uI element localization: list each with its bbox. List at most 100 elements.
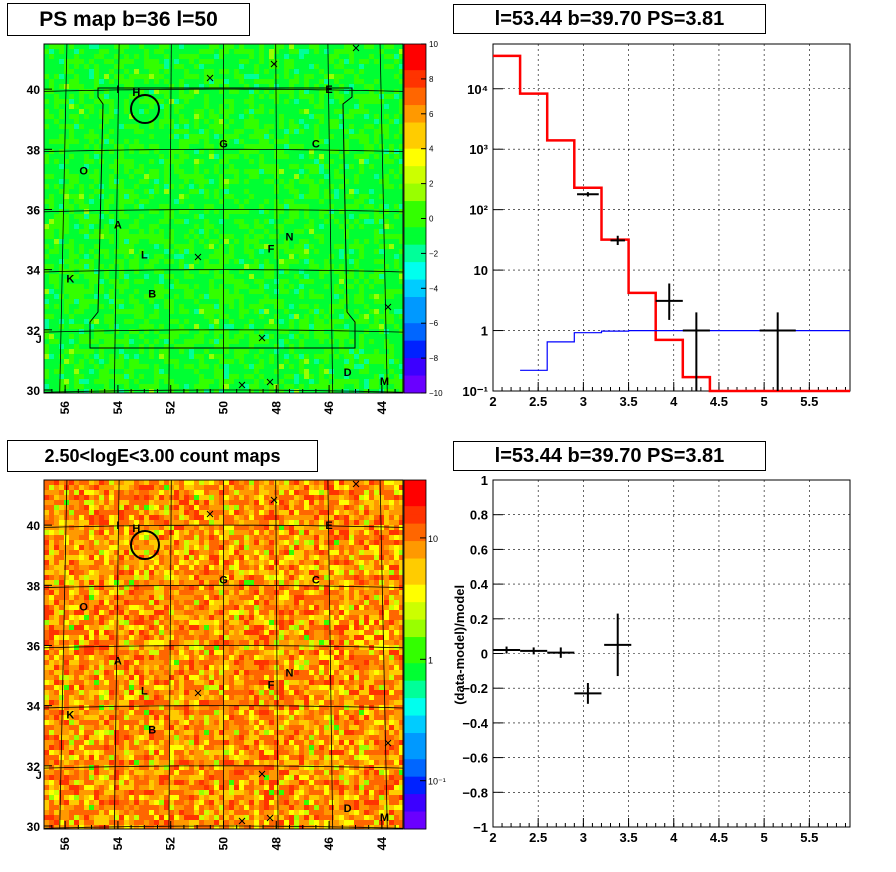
heatmap-cell <box>314 94 319 99</box>
heatmap-cell <box>109 209 114 214</box>
heatmap-cell <box>319 229 324 234</box>
heatmap-cell <box>304 264 309 269</box>
heatmap-cell <box>224 349 229 354</box>
heatmap-cell <box>399 159 403 164</box>
heatmap-cell <box>119 79 124 84</box>
heatmap-cell <box>289 194 294 199</box>
heatmap-cell <box>149 109 154 114</box>
heatmap-cell <box>234 159 239 164</box>
heatmap-cell <box>244 304 249 309</box>
heatmap-cell <box>229 44 234 49</box>
heatmap-cell <box>314 59 319 64</box>
heatmap-cell <box>139 64 144 69</box>
heatmap-cell <box>299 334 304 339</box>
heatmap-cell <box>169 99 174 104</box>
heatmap-cell <box>264 174 269 179</box>
heatmap-cell <box>399 349 403 354</box>
heatmap-cell <box>279 369 284 374</box>
heatmap-cell <box>299 89 304 94</box>
heatmap-cell <box>94 289 99 294</box>
heatmap-cell <box>199 189 204 194</box>
heatmap-cell <box>144 209 149 214</box>
heatmap-cell <box>299 139 304 144</box>
heatmap-cell <box>139 344 144 349</box>
heatmap-cell <box>204 284 209 289</box>
heatmap-cell <box>99 124 104 129</box>
heatmap-cell <box>114 309 119 314</box>
heatmap-cell <box>114 344 119 349</box>
heatmap-cell <box>394 219 399 224</box>
heatmap-cell <box>264 209 269 214</box>
heatmap-cell <box>129 274 134 279</box>
heatmap-cell <box>149 324 154 329</box>
heatmap-cell <box>349 219 354 224</box>
heatmap-cell <box>299 204 304 209</box>
heatmap-cell <box>184 344 189 349</box>
heatmap-cell <box>369 114 374 119</box>
heatmap-cell <box>104 279 109 284</box>
heatmap-cell <box>219 69 224 74</box>
heatmap-cell <box>259 299 264 304</box>
heatmap-cell <box>229 384 234 389</box>
heatmap-cell <box>179 79 184 84</box>
heatmap-cell <box>309 364 314 369</box>
heatmap-cell <box>109 329 114 334</box>
heatmap-cell <box>129 214 134 219</box>
heatmap-cell <box>299 339 304 344</box>
heatmap-cell <box>249 374 254 379</box>
heatmap-cell <box>259 184 264 189</box>
heatmap-cell <box>129 59 134 64</box>
heatmap-cell <box>154 134 159 139</box>
heatmap-cell <box>134 299 139 304</box>
heatmap-cell <box>179 364 184 369</box>
heatmap-cell <box>104 89 109 94</box>
heatmap-cell <box>179 209 184 214</box>
heatmap-cell <box>214 274 219 279</box>
heatmap-cell <box>324 119 329 124</box>
heatmap-cell <box>329 44 334 49</box>
heatmap-cell <box>369 174 374 179</box>
heatmap-cell <box>109 364 114 369</box>
heatmap-cell <box>184 139 189 144</box>
heatmap-cell <box>379 349 384 354</box>
heatmap-cell <box>174 79 179 84</box>
heatmap-cell <box>279 94 284 99</box>
heatmap-cell <box>199 359 204 364</box>
heatmap-cell <box>304 99 309 104</box>
heatmap-cell <box>109 239 114 244</box>
heatmap-cell <box>249 344 254 349</box>
heatmap-cell <box>119 149 124 154</box>
heatmap-cell <box>109 354 114 359</box>
heatmap-cell <box>399 219 403 224</box>
heatmap-cell <box>294 339 299 344</box>
heatmap-cell <box>224 54 229 59</box>
heatmap-cell <box>244 144 249 149</box>
heatmap-cell <box>99 284 104 289</box>
heatmap-cell <box>239 199 244 204</box>
heatmap-cell <box>344 224 349 229</box>
heatmap-cell <box>394 259 399 264</box>
heatmap-cell <box>229 219 234 224</box>
heatmap-cell <box>384 384 389 389</box>
heatmap-cell <box>309 289 314 294</box>
heatmap-cell <box>384 69 389 74</box>
heatmap-cell <box>104 69 109 74</box>
heatmap-cell <box>54 189 59 194</box>
heatmap-cell <box>374 254 379 259</box>
heatmap-cell <box>134 264 139 269</box>
heatmap-cell <box>279 74 284 79</box>
heatmap-cell <box>49 259 54 264</box>
heatmap-cell <box>114 89 119 94</box>
heatmap-cell <box>234 324 239 329</box>
heatmap-cell <box>79 209 84 214</box>
heatmap-cell <box>174 264 179 269</box>
heatmap-cell <box>394 104 399 109</box>
heatmap-cell <box>209 114 214 119</box>
heatmap-cell <box>84 294 89 299</box>
heatmap-cell <box>104 339 109 344</box>
heatmap-cell <box>229 224 234 229</box>
heatmap-cell <box>209 169 214 174</box>
heatmap-cell <box>164 104 169 109</box>
heatmap-cell <box>119 84 124 89</box>
heatmap-cell <box>214 104 219 109</box>
